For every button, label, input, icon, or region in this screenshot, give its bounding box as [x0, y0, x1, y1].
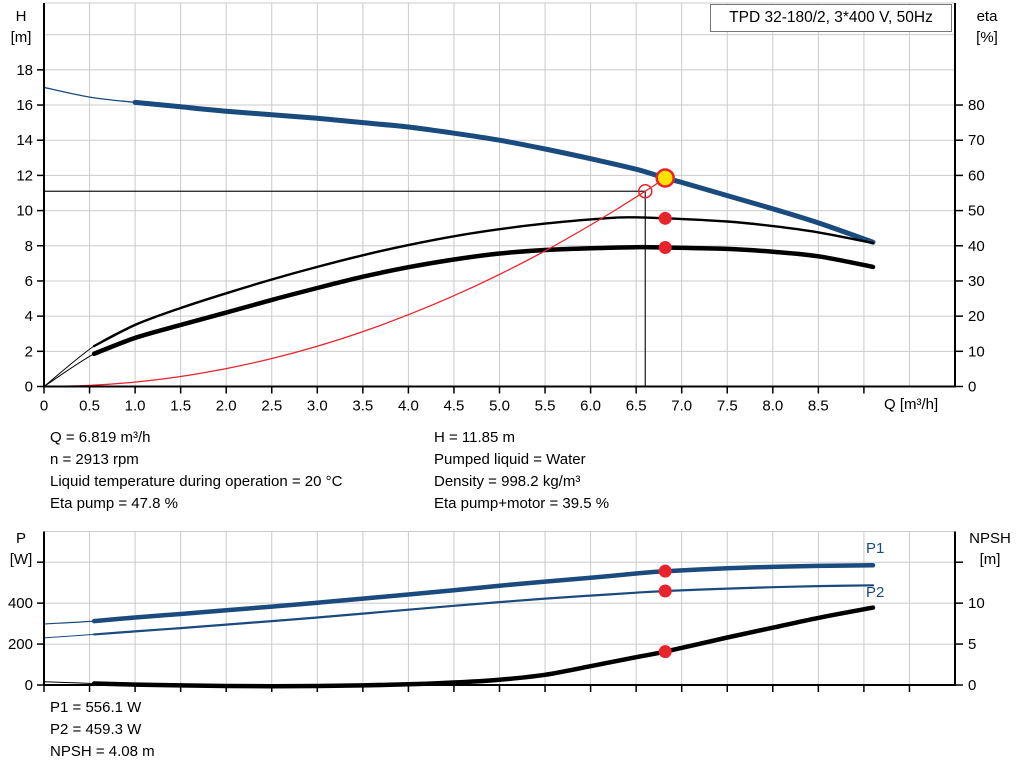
x-tick-label: 5.0 [489, 398, 510, 415]
power-chart-plot-area[interactable] [44, 532, 955, 686]
curve-eta-pump-main [92, 216, 875, 348]
y-tick-label: 0 [25, 677, 33, 694]
result-p2: P2 = 459.3 W [50, 721, 142, 738]
pump-model-title-box: TPD 32-180/2, 3*400 V, 50Hz [710, 4, 952, 32]
p2-curve-label: P2 [866, 584, 885, 601]
y-tick-label: 6 [25, 273, 33, 290]
curve-p2-main [93, 584, 875, 636]
x-tick-label: 0 [40, 398, 48, 415]
info-pumped-liquid: Pumped liquid = Water [434, 451, 586, 468]
result-npsh: NPSH = 4.08 m [50, 743, 155, 760]
y2-tick-label: 60 [968, 167, 985, 184]
h-axis-title: H [m] [10, 8, 32, 46]
y2-tick-label: 0 [968, 677, 976, 694]
y-tick-label: 12 [16, 167, 33, 184]
info-liquid-temp: Liquid temperature during operation = 20… [50, 473, 343, 490]
y-tick-label: 8 [25, 238, 33, 255]
y-tick-label: 0 [25, 379, 33, 396]
p2-marker [658, 584, 672, 598]
info-eta-pump: Eta pump = 47.8 % [50, 495, 178, 512]
eta-axis-title: eta [%] [976, 8, 998, 46]
head-chart-plot-area[interactable] [44, 3, 955, 387]
x-tick-label: 0.5 [79, 398, 100, 415]
info-density: Density = 998.2 kg/m³ [434, 473, 581, 490]
x-tick-label: 5.5 [535, 398, 556, 415]
npsh-marker [658, 645, 672, 659]
y2-tick-label: 0 [968, 379, 976, 396]
q-axis-title: Q [m³/h] [884, 396, 939, 413]
x-tick-label: 4.5 [444, 398, 465, 415]
x-tick-label: 2.0 [216, 398, 237, 415]
y-tick-label: 2 [25, 343, 33, 360]
y2-tick-label: 80 [968, 97, 985, 114]
y-tick-label: 400 [8, 595, 33, 612]
x-tick-label: 8.0 [762, 398, 783, 415]
y2-tick-label: 10 [968, 595, 985, 612]
info-h: H = 11.85 m [434, 429, 516, 446]
y-tick-label: 200 [8, 636, 33, 653]
x-tick-label: 6.5 [626, 398, 647, 415]
eta-pump-marker [658, 211, 672, 225]
y2-tick-label: 5 [968, 636, 976, 653]
info-speed: n = 2913 rpm [50, 451, 139, 468]
info-eta-pump-motor: Eta pump+motor = 39.5 % [434, 495, 610, 512]
x-tick-label: 3.5 [352, 398, 373, 415]
curve-pump-curve-h-q--main [132, 99, 876, 245]
info-q: Q = 6.819 m³/h [50, 429, 151, 446]
curve-eta-pump-motor-main [91, 244, 876, 357]
x-tick-label: 6.0 [580, 398, 601, 415]
result-block: P1 = 556.1 W P2 = 459.3 W NPSH = 4.08 m [50, 697, 155, 763]
x-tick-label: 3.0 [307, 398, 328, 415]
curve-p1-main [91, 563, 876, 624]
x-tick-label: 7.0 [671, 398, 692, 415]
duty-point-marker[interactable] [655, 168, 675, 188]
y2-tick-label: 30 [968, 273, 985, 290]
y2-tick-label: 20 [968, 308, 985, 325]
curve-system-curve [43, 177, 666, 388]
p-axis-title: P [W] [9, 530, 33, 568]
x-tick-label: 7.5 [717, 398, 738, 415]
result-p1: P1 = 556.1 W [50, 699, 142, 716]
eta-pump-motor-marker [658, 241, 672, 255]
requested-duty-point-marker [638, 183, 653, 199]
x-tick-label: 1.0 [125, 398, 146, 415]
pump-model-title: TPD 32-180/2, 3*400 V, 50Hz [729, 9, 933, 26]
npsh-axis-title: NPSH [m] [969, 530, 1011, 568]
y-tick-label: 10 [16, 203, 33, 220]
duty-info-left: Q = 6.819 m³/h n = 2913 rpm Liquid tempe… [50, 427, 342, 515]
y2-tick-label: 70 [968, 132, 985, 149]
x-tick-label: 1.5 [170, 398, 191, 415]
y-tick-label: 16 [16, 97, 33, 114]
duty-info-right: H = 11.85 m Pumped liquid = Water Densit… [434, 427, 609, 515]
y-tick-label: 4 [25, 308, 33, 325]
x-tick-label: 2.5 [261, 398, 282, 415]
x-tick-label: 8.5 [808, 398, 829, 415]
x-tick-label: 4.0 [398, 398, 419, 415]
y-tick-label: 18 [16, 62, 33, 79]
y2-tick-label: 10 [968, 343, 985, 360]
p1-curve-label: P1 [866, 540, 885, 557]
y2-tick-label: 40 [968, 238, 985, 255]
y2-tick-label: 50 [968, 203, 985, 220]
y-tick-label: 14 [16, 132, 33, 149]
p1-marker [658, 564, 672, 578]
